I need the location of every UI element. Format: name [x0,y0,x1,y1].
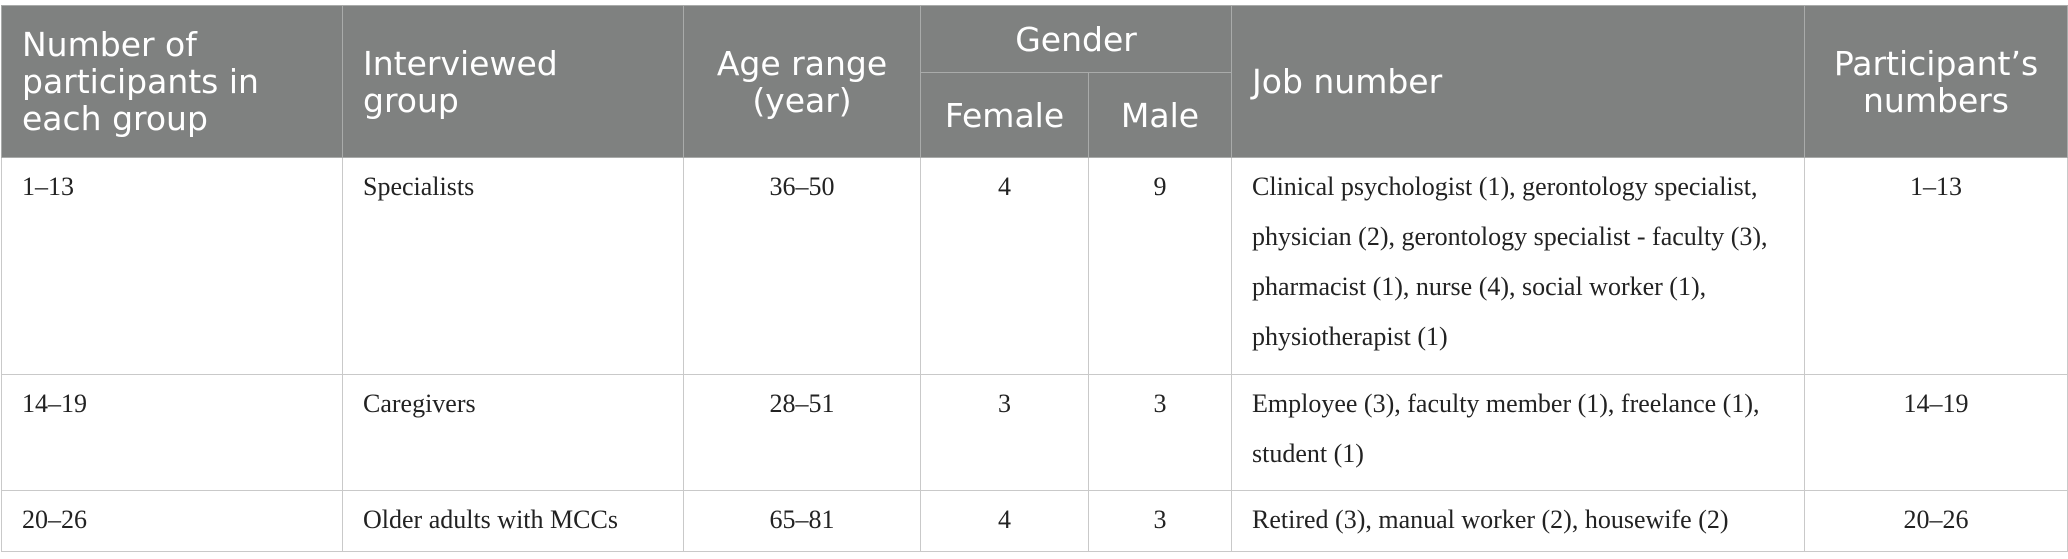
cell-group: Caregivers [342,374,684,491]
cell-male: 3 [1087,490,1233,552]
cell-job: Employee (3), faculty member (1), freela… [1231,374,1806,491]
cell-female: 4 [920,490,1089,552]
cell-age: 36–50 [683,157,921,375]
cell-job: Clinical psychologist (1), gerontology s… [1231,157,1806,375]
participants-table: Number of participants in each group Int… [1,5,2068,552]
cell-number: 14–19 [1,374,343,491]
cell-male: 3 [1087,374,1233,491]
cell-group: Older adults with MCCs [342,490,684,552]
table-row: 20–26 Older adults with MCCs 65–81 4 3 R… [1,490,2068,552]
cell-participants: 14–19 [1804,374,2068,491]
header-female: Female [920,72,1089,158]
cell-participants: 20–26 [1804,490,2068,552]
header-job-number: Job number [1231,5,1806,158]
table-row: 14–19 Caregivers 28–51 3 3 Employee (3),… [1,374,2068,491]
header-participants-numbers: Participant’s numbers [1804,5,2068,158]
table-body: 1–13 Specialists 36–50 4 9 Clinical psyc… [1,157,2068,552]
header-male: Male [1087,72,1233,158]
table-header: Number of participants in each group Int… [1,5,2068,158]
cell-number: 1–13 [1,157,343,375]
cell-female: 3 [920,374,1089,491]
cell-number: 20–26 [1,490,343,552]
header-interviewed-group: Interviewed group [342,5,684,158]
header-number-of-participants: Number of participants in each group [1,5,343,158]
cell-male: 9 [1087,157,1233,375]
participants-table-container: Number of participants in each group Int… [1,5,2068,552]
cell-group: Specialists [342,157,684,375]
cell-participants: 1–13 [1804,157,2068,375]
cell-female: 4 [920,157,1089,375]
cell-age: 65–81 [683,490,921,552]
cell-job: Retired (3), manual worker (2), housewif… [1231,490,1806,552]
header-gender: Gender [919,5,1233,73]
cell-age: 28–51 [683,374,921,491]
table-row: 1–13 Specialists 36–50 4 9 Clinical psyc… [1,157,2068,375]
header-age-range: Age range (year) [683,5,921,158]
